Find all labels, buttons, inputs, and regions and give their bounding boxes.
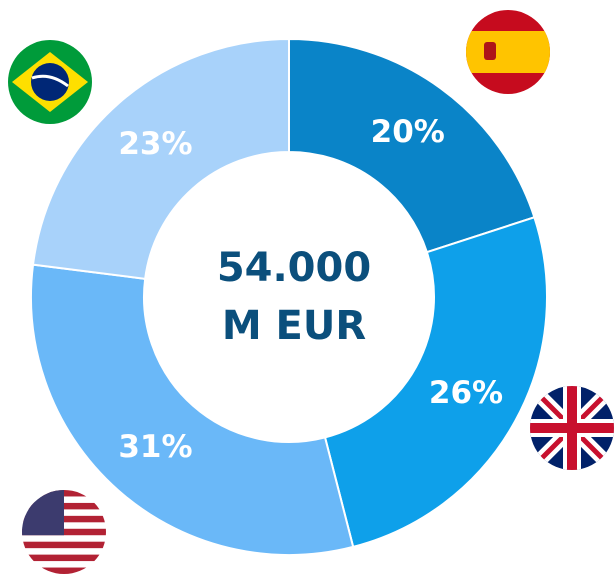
stripe — [22, 541, 106, 549]
flag-spain — [466, 10, 550, 94]
slice-label: 26% — [429, 375, 503, 411]
slice — [30, 263, 355, 556]
slice-label: 31% — [118, 429, 192, 465]
slice-label: 23% — [118, 126, 192, 162]
stripe — [22, 554, 106, 562]
flag-usa — [22, 490, 106, 574]
slice-label: 20% — [371, 114, 445, 150]
slice — [288, 37, 536, 254]
donut — [30, 37, 548, 556]
center-unit: M EUR — [222, 303, 366, 349]
slice — [323, 216, 548, 549]
flag-uk — [530, 386, 614, 470]
slice — [31, 37, 290, 280]
stripe — [22, 567, 106, 574]
center-value: 54.000 — [217, 245, 371, 291]
canton — [22, 490, 64, 536]
flag-brazil — [8, 40, 92, 124]
